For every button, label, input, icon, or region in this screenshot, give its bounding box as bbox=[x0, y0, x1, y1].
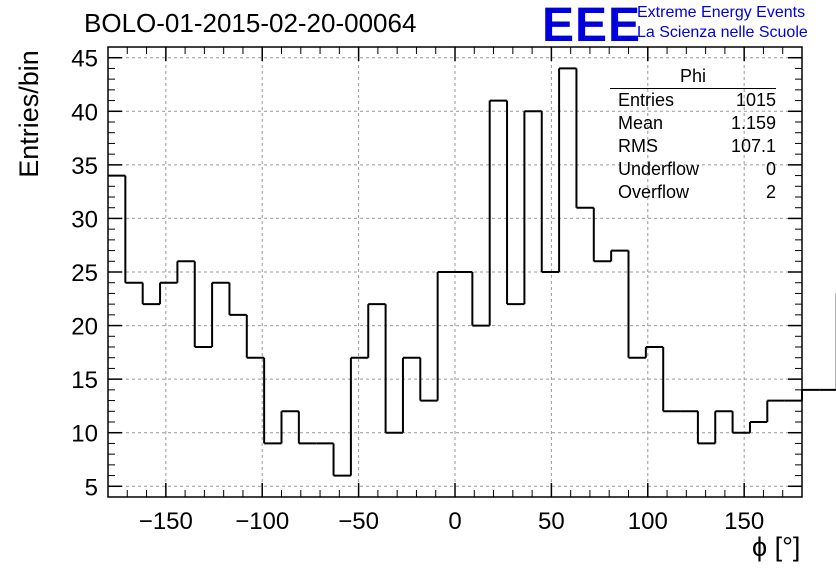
chart-title: BOLO-01-2015-02-20-00064 bbox=[84, 8, 417, 38]
axis-ticks bbox=[108, 46, 802, 497]
y-axis-label: Entries/bin bbox=[14, 50, 44, 178]
y-tick-label: 25 bbox=[71, 260, 98, 287]
stats-row-rms: RMS 107.1 bbox=[610, 135, 776, 158]
x-tick-label: −100 bbox=[235, 508, 289, 535]
stats-row-overflow: Overflow 2 bbox=[610, 181, 776, 204]
histogram-steps bbox=[108, 67, 836, 477]
x-tick-label: 0 bbox=[448, 508, 461, 535]
y-tick-label: 15 bbox=[71, 367, 98, 394]
stats-box: Phi Entries 1015 Mean 1.159 RMS 107.1 Un… bbox=[610, 66, 776, 204]
stats-value: 107.1 bbox=[730, 136, 776, 156]
x-axis-label: ϕ [°] bbox=[752, 532, 801, 562]
stats-row-mean: Mean 1.159 bbox=[610, 112, 776, 135]
stats-box-title: Phi bbox=[679, 66, 706, 86]
stats-label: Underflow bbox=[618, 159, 700, 179]
stats-label: Mean bbox=[618, 113, 664, 133]
stats-value: 1015 bbox=[735, 90, 776, 110]
x-tick-label: 50 bbox=[538, 508, 565, 535]
x-tick-label: 150 bbox=[724, 508, 764, 535]
y-tick-label: 35 bbox=[71, 153, 98, 180]
y-tick-label: 30 bbox=[71, 206, 98, 233]
logo-text-line2: La Scienza nelle Scuole bbox=[637, 24, 808, 41]
y-tick-label: 45 bbox=[71, 46, 98, 73]
stats-label: Entries bbox=[618, 90, 675, 110]
stats-label: RMS bbox=[618, 136, 658, 156]
stats-value: 2 bbox=[765, 182, 776, 202]
x-tick-label: 100 bbox=[628, 508, 668, 535]
logo-text-line1: Extreme Energy Events bbox=[637, 4, 806, 21]
stats-divider bbox=[610, 88, 776, 89]
x-tick-label: −150 bbox=[139, 508, 193, 535]
stats-value: 1.159 bbox=[730, 113, 776, 133]
stats-row-entries: Entries 1015 bbox=[610, 89, 776, 112]
stats-label: Overflow bbox=[618, 182, 690, 202]
tick-labels: −150 −100 −50 0 50 100 150 5 10 15 20 25 30 35 40 45 bbox=[71, 46, 764, 535]
y-tick-label: 20 bbox=[71, 314, 98, 341]
stats-value: 0 bbox=[765, 159, 776, 179]
y-tick-label: 40 bbox=[71, 99, 98, 126]
y-tick-label: 10 bbox=[71, 421, 98, 448]
y-tick-label: 5 bbox=[85, 474, 98, 501]
eee-logo-mark: EEE bbox=[542, 0, 642, 52]
stats-row-underflow: Underflow 0 bbox=[610, 158, 776, 181]
x-tick-label: −50 bbox=[338, 508, 379, 535]
